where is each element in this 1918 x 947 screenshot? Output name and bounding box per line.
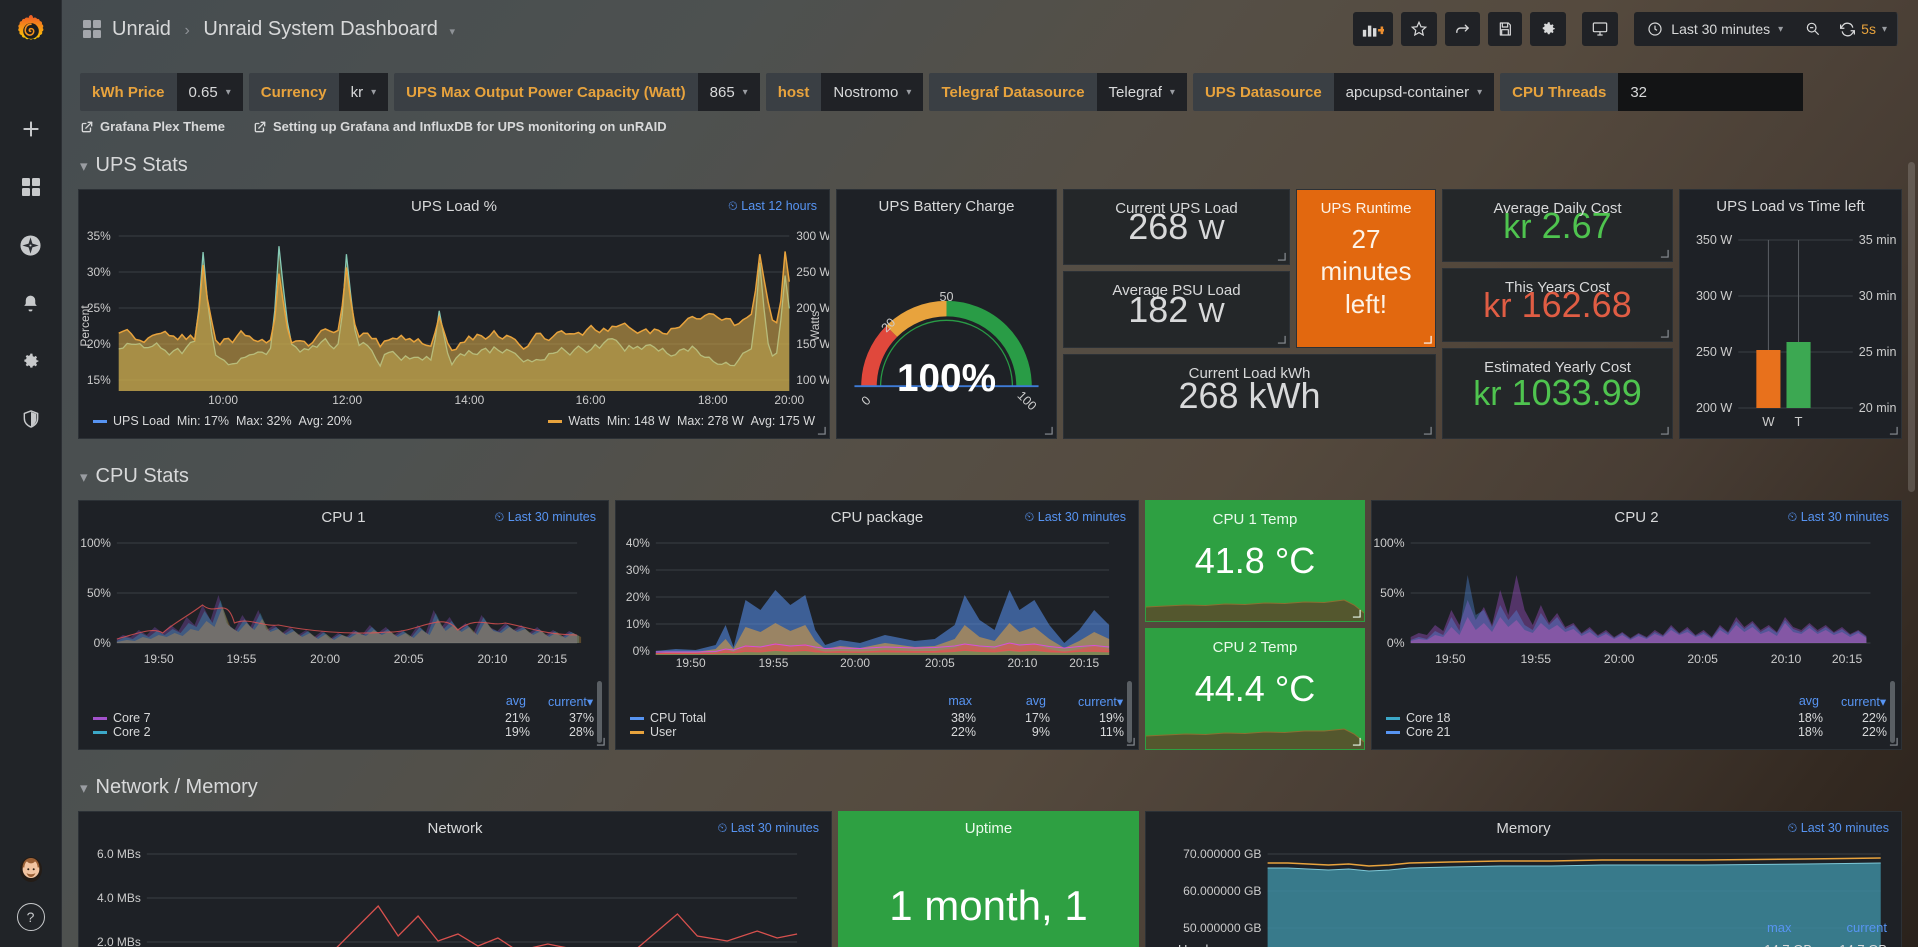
svg-text:25 min: 25 min [1859, 345, 1897, 359]
svg-text:18:00: 18:00 [698, 393, 728, 407]
svg-text:30%: 30% [626, 563, 650, 577]
svg-text:20:15: 20:15 [1069, 656, 1099, 670]
svg-text:20:05: 20:05 [925, 656, 955, 670]
svg-text:50%: 50% [87, 586, 111, 600]
svg-text:50%: 50% [1380, 586, 1405, 600]
svg-text:20:15: 20:15 [1832, 652, 1863, 666]
svg-text:200 W: 200 W [1696, 401, 1732, 415]
svg-text:100%: 100% [80, 536, 111, 550]
svg-text:16:00: 16:00 [576, 393, 606, 407]
svg-text:19:50: 19:50 [144, 652, 174, 666]
svg-text:100%: 100% [897, 357, 996, 400]
svg-text:19:55: 19:55 [1521, 652, 1552, 666]
svg-text:4.0 MBs: 4.0 MBs [97, 891, 141, 905]
svg-text:20:00: 20:00 [840, 656, 870, 670]
svg-text:15%: 15% [87, 373, 111, 387]
svg-text:Watts: Watts [808, 311, 822, 341]
svg-text:20:15: 20:15 [537, 652, 567, 666]
svg-text:19:50: 19:50 [1435, 652, 1466, 666]
svg-text:50: 50 [940, 290, 954, 304]
svg-text:300 W: 300 W [1696, 289, 1732, 303]
svg-text:20:10: 20:10 [477, 652, 507, 666]
svg-text:20:00: 20:00 [310, 652, 340, 666]
svg-text:35%: 35% [87, 229, 111, 243]
svg-text:0%: 0% [94, 636, 112, 650]
svg-text:100 W: 100 W [796, 373, 829, 387]
svg-text:W: W [1762, 414, 1775, 429]
svg-text:2.0 MBs: 2.0 MBs [97, 935, 141, 947]
svg-text:10%: 10% [626, 617, 650, 631]
svg-text:20 min: 20 min [1859, 401, 1897, 415]
svg-text:35 min: 35 min [1859, 233, 1897, 247]
svg-text:0%: 0% [1387, 636, 1405, 650]
svg-text:20:05: 20:05 [394, 652, 424, 666]
svg-text:20:00: 20:00 [774, 393, 804, 407]
svg-text:6.0 MBs: 6.0 MBs [97, 847, 141, 861]
svg-text:300 W: 300 W [796, 229, 829, 243]
svg-text:19:55: 19:55 [226, 652, 256, 666]
svg-text:30%: 30% [87, 265, 111, 279]
svg-text:0%: 0% [633, 644, 651, 658]
svg-text:60.000000 GB: 60.000000 GB [1183, 884, 1261, 898]
svg-text:20:00: 20:00 [1604, 652, 1635, 666]
svg-text:40%: 40% [626, 536, 650, 550]
svg-text:T: T [1795, 414, 1803, 429]
svg-text:30 min: 30 min [1859, 289, 1897, 303]
svg-text:100%: 100% [1373, 536, 1404, 550]
svg-text:14:00: 14:00 [454, 393, 484, 407]
svg-text:350 W: 350 W [1696, 233, 1732, 247]
svg-text:20:10: 20:10 [1008, 656, 1038, 670]
svg-text:20:05: 20:05 [1687, 652, 1718, 666]
svg-text:0: 0 [859, 393, 874, 408]
svg-text:19:55: 19:55 [758, 656, 788, 670]
svg-text:12:00: 12:00 [332, 393, 362, 407]
svg-text:19:50: 19:50 [676, 656, 706, 670]
svg-text:10:00: 10:00 [208, 393, 238, 407]
svg-text:20:10: 20:10 [1771, 652, 1802, 666]
svg-text:250 W: 250 W [1696, 345, 1732, 359]
svg-text:Percent: Percent [79, 305, 92, 347]
svg-text:100: 100 [1014, 388, 1039, 413]
svg-text:70.000000 GB: 70.000000 GB [1183, 847, 1261, 861]
svg-text:250 W: 250 W [796, 265, 829, 279]
svg-text:20%: 20% [626, 590, 650, 604]
